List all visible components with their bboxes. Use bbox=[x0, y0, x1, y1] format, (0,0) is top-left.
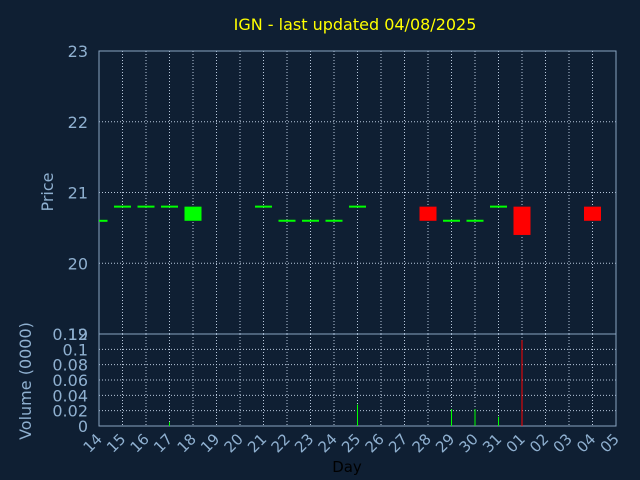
x-tick-17: 17 bbox=[150, 430, 176, 456]
volume-axis-label: Volume (0000) bbox=[16, 322, 35, 440]
x-tick-19: 19 bbox=[197, 430, 223, 456]
candle-18 bbox=[184, 206, 202, 221]
x-tick-01: 01 bbox=[503, 430, 529, 456]
price-y-tick: 23 bbox=[68, 42, 88, 61]
x-tick-labels: 1415161718192021222324252627282930310102… bbox=[80, 430, 623, 456]
x-tick-26: 26 bbox=[362, 430, 388, 456]
candle-01 bbox=[513, 206, 531, 235]
x-tick-21: 21 bbox=[244, 430, 270, 456]
x-tick-20: 20 bbox=[221, 430, 247, 456]
volume-y-tick: 0.12 bbox=[52, 325, 88, 344]
volume-bars bbox=[169, 340, 523, 426]
x-tick-23: 23 bbox=[291, 430, 317, 456]
candle-04 bbox=[584, 206, 601, 221]
volume-y-ticks: 00.020.040.060.080.10.12 bbox=[52, 325, 88, 436]
x-tick-05: 05 bbox=[597, 430, 623, 456]
x-tick-31: 31 bbox=[479, 430, 505, 456]
x-tick-22: 22 bbox=[268, 430, 294, 456]
x-axis-label: Day bbox=[332, 458, 362, 476]
price-axis-label: Price bbox=[38, 172, 57, 211]
x-tick-28: 28 bbox=[409, 430, 435, 456]
x-tick-29: 29 bbox=[432, 430, 458, 456]
x-tick-15: 15 bbox=[103, 430, 129, 456]
price-grid bbox=[98, 50, 617, 335]
chart-title: IGN - last updated 04/08/2025 bbox=[234, 15, 477, 34]
x-tick-16: 16 bbox=[127, 430, 153, 456]
price-y-ticks: 19 20 21 22 23 bbox=[68, 42, 88, 344]
x-tick-18: 18 bbox=[174, 430, 200, 456]
price-y-tick: 22 bbox=[68, 113, 88, 132]
volume-y-tick: 0.1 bbox=[63, 340, 88, 359]
candle-28 bbox=[419, 206, 437, 221]
candles bbox=[99, 205, 601, 235]
x-tick-03: 03 bbox=[550, 430, 576, 456]
volume-y-tick: 0.02 bbox=[52, 402, 88, 421]
x-tick-27: 27 bbox=[385, 430, 411, 456]
volume-y-tick: 0.08 bbox=[52, 356, 88, 375]
price-y-tick: 19 bbox=[68, 325, 88, 344]
x-tick-24: 24 bbox=[315, 430, 341, 456]
price-y-tick: 21 bbox=[68, 184, 88, 203]
volume-y-tick: 0 bbox=[78, 417, 88, 436]
volume-y-tick: 0.04 bbox=[52, 386, 88, 405]
x-tick-04: 04 bbox=[573, 430, 599, 456]
x-tick-02: 02 bbox=[526, 430, 552, 456]
price-y-tick: 20 bbox=[68, 254, 88, 273]
x-tick-25: 25 bbox=[338, 430, 364, 456]
volume-y-tick: 0.06 bbox=[52, 371, 88, 390]
x-tick-30: 30 bbox=[456, 430, 482, 456]
